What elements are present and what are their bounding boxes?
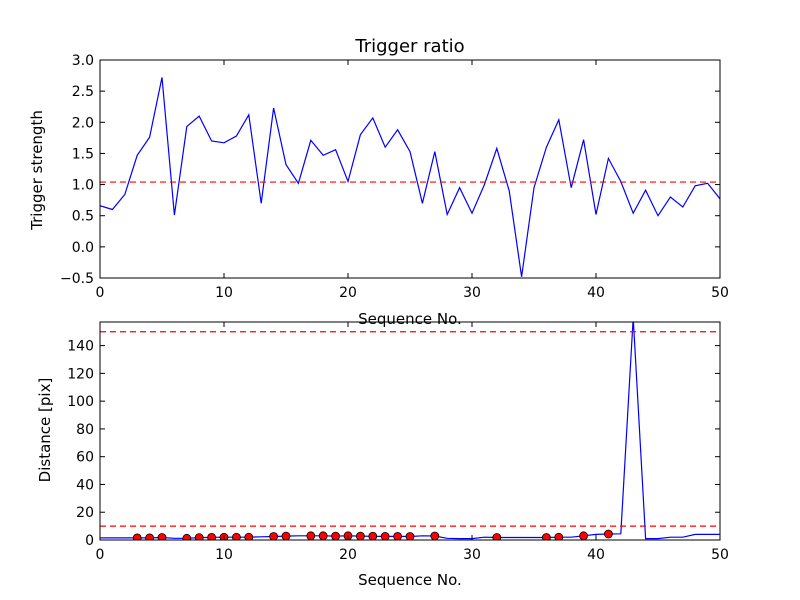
x-tick-label: 40 xyxy=(587,547,605,563)
x-tick-label: 40 xyxy=(587,285,605,301)
scatter-point xyxy=(269,532,278,540)
scatter-point xyxy=(244,532,254,540)
scatter-point xyxy=(318,531,328,540)
scatter-point xyxy=(604,529,613,539)
y-tick-label: 120 xyxy=(67,366,94,382)
scatter-point xyxy=(145,533,154,540)
scatter-point xyxy=(405,532,415,540)
chart-title: Trigger ratio xyxy=(354,36,464,57)
x-tick-label: 30 xyxy=(463,547,481,563)
x-tick-label: 20 xyxy=(339,285,357,301)
y-tick-label: 100 xyxy=(67,394,94,410)
scatter-point xyxy=(207,532,216,540)
scatter-point xyxy=(356,531,365,540)
y-tick-label: 1.0 xyxy=(72,178,94,194)
x-axis-label: Sequence No. xyxy=(358,571,462,589)
scatter-point xyxy=(579,531,588,540)
scatter-point xyxy=(368,531,378,540)
y-tick-label: 2.5 xyxy=(72,84,94,100)
y-tick-label: 0.0 xyxy=(72,240,94,256)
scatter-point xyxy=(182,533,192,540)
x-tick-label: 50 xyxy=(711,285,729,301)
y-tick-label: −0.5 xyxy=(60,271,94,287)
plot-area xyxy=(100,77,720,277)
scatter-point xyxy=(554,532,564,540)
x-tick-label: 0 xyxy=(96,285,105,301)
y-tick-label: 3.0 xyxy=(72,53,94,69)
scatter-point xyxy=(281,531,291,540)
scatter-point xyxy=(306,531,316,540)
scatter-point xyxy=(430,531,440,540)
x-axis-label: Sequence No. xyxy=(358,310,462,328)
x-tick-label: 30 xyxy=(463,285,481,301)
scatter-point xyxy=(132,533,142,540)
plot-frame xyxy=(99,59,721,279)
y-tick-label: 2.0 xyxy=(72,115,94,131)
scatter-point xyxy=(492,533,502,540)
scatter-point xyxy=(194,533,204,540)
scatter-point xyxy=(393,531,402,540)
x-tick-label: 0 xyxy=(96,547,105,563)
scatter-point xyxy=(380,531,390,540)
scatter-point xyxy=(331,531,340,540)
scatter-point xyxy=(542,533,551,540)
y-tick-label: 40 xyxy=(76,477,94,493)
y-axis-label: Distance [pix] xyxy=(36,378,54,483)
y-tick-label: 140 xyxy=(67,339,94,355)
y-tick-label: 80 xyxy=(76,422,94,438)
x-tick-label: 20 xyxy=(339,547,357,563)
y-axis-label: Trigger strength xyxy=(28,110,46,231)
distance-chart: Sequence No. Distance [pix] 0 10 20 30 40 50 0… xyxy=(36,321,729,589)
trigger-ratio-chart: Trigger ratio Sequence No. Trigger stren… xyxy=(28,36,729,328)
x-tick-label: 10 xyxy=(215,547,233,563)
y-tick-label: 20 xyxy=(76,505,94,521)
y-tick-label: 0 xyxy=(85,533,94,549)
y-tick-label: 60 xyxy=(76,450,94,466)
scatter-point xyxy=(157,533,167,540)
y-tick-label: 1.5 xyxy=(72,146,94,162)
x-tick-label: 10 xyxy=(215,285,233,301)
scatter-point xyxy=(232,532,241,540)
y-tick-label: 0.5 xyxy=(72,209,94,225)
series-line xyxy=(100,77,720,277)
plot-frame xyxy=(99,321,721,541)
x-tick-label: 50 xyxy=(711,547,729,563)
